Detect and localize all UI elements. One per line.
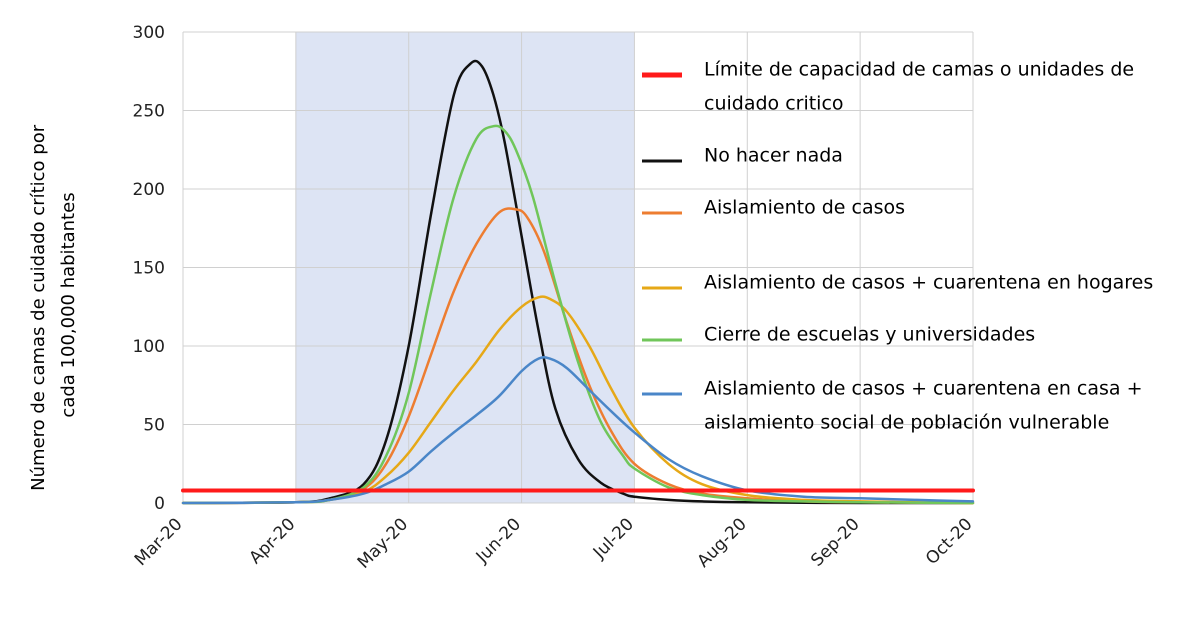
x-tick-label: Oct-20 xyxy=(922,514,977,569)
legend-label-6: Aislamiento de casos + cuarentena en cas… xyxy=(704,378,1143,400)
y-tick-label: 300 xyxy=(133,23,165,43)
x-tick-label: Jul-20 xyxy=(589,514,638,563)
y-axis-label-line-2: cada 100,000 habitantes xyxy=(58,192,79,417)
y-axis-label: Número de camas de cuidado crítico por c… xyxy=(28,119,79,491)
series-line-5 xyxy=(181,124,975,505)
series-layer xyxy=(181,59,975,505)
y-axis-label-line-1: Número de camas de cuidado crítico por xyxy=(28,124,49,491)
legend-label-4: Aislamiento de casos + cuarentena en hog… xyxy=(704,272,1153,294)
x-tick-label: Aug-20 xyxy=(694,514,751,571)
x-tick-label: Sep-20 xyxy=(807,514,863,570)
legend: Límite de capacidad de camas o unidades … xyxy=(642,59,1153,434)
y-tick-label: 200 xyxy=(133,180,165,200)
x-tick-label: May-20 xyxy=(354,514,412,572)
series-line-3 xyxy=(181,207,975,505)
y-tick-label: 100 xyxy=(133,337,165,357)
legend-label-1: Límite de capacidad de camas o unidades … xyxy=(704,59,1134,81)
legend-label-3: Aislamiento de casos xyxy=(704,197,905,219)
legend-label-2: No hacer nada xyxy=(704,145,843,167)
series-line-2 xyxy=(181,59,975,505)
legend-label-1: cuidado critico xyxy=(704,93,844,115)
x-tick-label: Mar-20 xyxy=(131,514,187,570)
y-tick-label: 0 xyxy=(154,494,165,514)
legend-label-5: Cierre de escuelas y universidades xyxy=(704,324,1035,346)
y-tick-label: 150 xyxy=(133,259,165,279)
y-tick-label: 50 xyxy=(143,416,165,436)
x-tick-label: Apr-20 xyxy=(246,514,300,568)
grid-layer xyxy=(182,31,974,504)
y-tick-label: 250 xyxy=(133,102,165,122)
x-tick-label: Jun-20 xyxy=(472,514,525,567)
legend-label-6: aislamiento social de población vulnerab… xyxy=(704,412,1109,434)
